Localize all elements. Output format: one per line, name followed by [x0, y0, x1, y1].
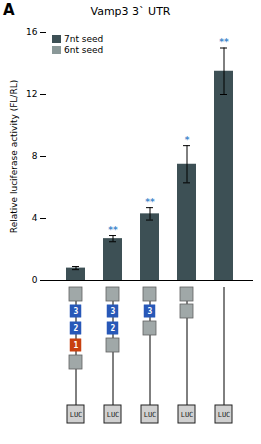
svg-text:1: 1 — [74, 341, 79, 350]
svg-text:0: 0 — [32, 275, 38, 284]
html-text:7nt seed: 7nt seed — [64, 34, 104, 44]
svg-text:2: 2 — [74, 324, 79, 333]
svg-text:**: ** — [219, 37, 229, 47]
svg-text:Relative luciferase activity (: Relative luciferase activity (FL/RL) — [9, 80, 19, 233]
html-text:A: A — [3, 1, 15, 19]
svg-text:LUC: LUC — [144, 411, 157, 419]
svg-text:8: 8 — [32, 151, 38, 161]
svg-text:**: ** — [108, 225, 118, 235]
svg-text:3: 3 — [74, 307, 79, 316]
svg-text:LUC: LUC — [218, 411, 231, 419]
svg-text:3: 3 — [148, 307, 153, 316]
svg-text:LUC: LUC — [107, 411, 120, 419]
svg-text:**: ** — [145, 197, 155, 207]
svg-text:LUC: LUC — [181, 411, 194, 419]
svg-text:LUC: LUC — [70, 411, 83, 419]
svg-text:3: 3 — [111, 307, 116, 316]
svg-text:*: * — [185, 135, 190, 145]
svg-text:4: 4 — [32, 213, 38, 223]
svg-text:16: 16 — [26, 27, 38, 37]
html-text:Vamp3 3` UTR: Vamp3 3` UTR — [90, 5, 171, 18]
svg-text:2: 2 — [111, 324, 116, 333]
svg-text:12: 12 — [26, 89, 37, 99]
html-text:6nt seed: 6nt seed — [64, 45, 104, 55]
